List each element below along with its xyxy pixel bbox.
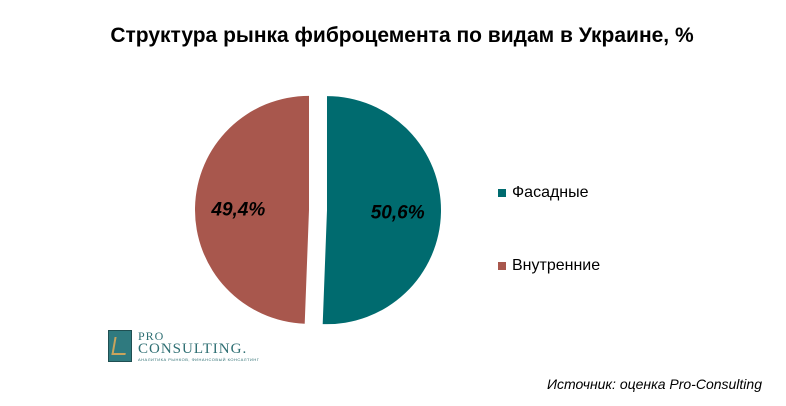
legend-item-interior: Внутренние <box>498 256 600 276</box>
pie-slice-facade <box>322 96 441 325</box>
logo-emblem-icon <box>108 330 132 362</box>
legend: Фасадные Внутренние <box>498 183 600 276</box>
chart-title: Структура рынка фиброцемента по видам в … <box>110 24 694 47</box>
legend-label-interior: Внутренние <box>512 257 601 274</box>
pie-slice-interior <box>195 95 310 324</box>
logo-text: PRO CONSULTING. АНАЛИТИКА РЫНКОВ, ФИНАНС… <box>138 330 259 362</box>
data-label-interior: 49,4% <box>210 199 265 220</box>
legend-swatch-interior <box>498 262 506 270</box>
source-note: Источник: оценка Pro-Consulting <box>547 376 762 392</box>
logo-pro-text: PRO <box>138 329 165 343</box>
logo-consulting-text: CONSULTING. <box>138 341 248 357</box>
data-label-facade: 50,6% <box>371 203 425 224</box>
legend-swatch-facade <box>498 189 506 197</box>
logo-tagline: АНАЛИТИКА РЫНКОВ, ФИНАНСОВЫЙ КОНСАЛТИНГ <box>138 357 260 362</box>
legend-label-facade: Фасадные <box>512 184 589 201</box>
legend-item-facade: Фасадные <box>498 183 600 203</box>
pro-consulting-logo: PRO CONSULTING. АНАЛИТИКА РЫНКОВ, ФИНАНС… <box>108 330 259 362</box>
